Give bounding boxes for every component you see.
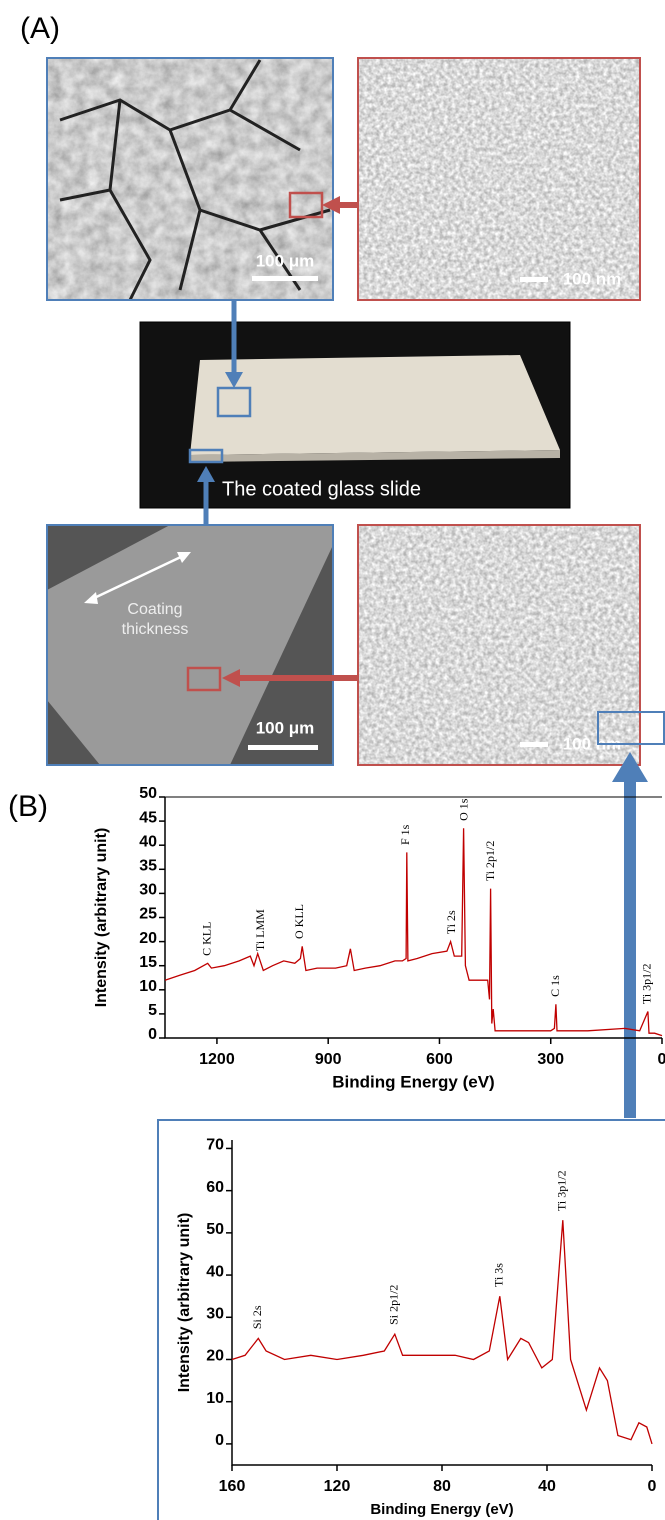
y-tick-label: 30 — [206, 1305, 224, 1322]
inset-frame — [157, 1119, 665, 1520]
scale-bar — [248, 745, 318, 750]
y-tick-label: 50 — [206, 1221, 224, 1238]
peak-label: C KLL — [199, 922, 213, 956]
coating — [47, 525, 333, 765]
x-tick-label: 0 — [648, 1478, 657, 1495]
axis — [164, 797, 662, 1039]
frame — [357, 57, 641, 301]
panel-label: (A) — [20, 12, 60, 45]
x-tick-label: 120 — [324, 1478, 351, 1495]
y-tick-label: 5 — [148, 1002, 157, 1019]
panel-label: (B) — [8, 790, 48, 823]
peak-label: C 1s — [548, 975, 562, 997]
x-tick-label: 40 — [538, 1478, 556, 1495]
arrowhead — [225, 372, 243, 388]
cracks — [59, 59, 331, 301]
x-tick-label: 1200 — [199, 1051, 235, 1068]
y-tick-label: 40 — [139, 833, 157, 850]
y-tick-label: 0 — [215, 1432, 224, 1449]
peak-label: Ti 2s — [444, 910, 458, 934]
y-tick-label: 45 — [139, 809, 157, 826]
scale-label: 100 μm — [256, 251, 315, 270]
y-tick-label: 25 — [139, 906, 157, 923]
sem-image — [358, 525, 640, 765]
y-tick-label: 10 — [206, 1390, 224, 1407]
arrowhead — [322, 196, 340, 214]
y-tick-label: 15 — [139, 954, 157, 971]
x-tick-label: 600 — [426, 1051, 453, 1068]
spectrum-line — [231, 1220, 653, 1445]
scale-bar — [520, 742, 548, 747]
x-tick-label: 80 — [433, 1478, 451, 1495]
thickness-arrow — [89, 553, 186, 602]
peak-label: O 1s — [456, 798, 470, 821]
y-tick-label: 10 — [139, 978, 157, 995]
scale-bar — [252, 276, 318, 281]
arrowhead — [84, 552, 191, 604]
frame — [46, 524, 334, 766]
x-axis-title: Binding Energy (eV) — [370, 1501, 513, 1518]
peak-label: Ti 3p1/2 — [640, 964, 654, 1005]
y-tick-label: 40 — [206, 1263, 224, 1280]
sem-texture — [47, 58, 333, 300]
zoom-box — [186, 666, 222, 692]
arrowhead — [197, 466, 215, 482]
x-tick-label: 300 — [537, 1051, 564, 1068]
y-tick-label: 20 — [139, 930, 157, 947]
frame — [357, 524, 641, 766]
slide-caption: The coated glass slide — [222, 478, 421, 500]
sem-image — [358, 58, 640, 300]
slide — [190, 355, 560, 455]
y-axis-title: Intensity (arbitrary unit) — [93, 828, 110, 1008]
x-tick-label: 160 — [219, 1478, 246, 1495]
peak-label: Ti 2p1/2 — [483, 841, 497, 882]
x-tick-label: 0 — [658, 1051, 665, 1068]
peak-label: Ti 3p1/2 — [555, 1170, 569, 1211]
scale-label: 100 nm — [563, 734, 622, 753]
y-tick-label: 50 — [139, 785, 157, 802]
peak-label: Ti 3s — [492, 1263, 506, 1287]
peak-label: Si 2s — [250, 1305, 264, 1329]
x-tick-label: 900 — [315, 1051, 342, 1068]
scale-label: 100 μm — [256, 718, 315, 737]
y-tick-label: 30 — [139, 882, 157, 899]
y-tick-label: 20 — [206, 1348, 224, 1365]
arrowhead — [222, 669, 240, 687]
scale-bar — [520, 277, 548, 282]
arrowhead — [612, 752, 648, 782]
thickness-label: Coating thickness — [121, 601, 189, 638]
spectrum-line — [164, 828, 663, 1037]
peak-label: Si 2p1/2 — [387, 1285, 401, 1325]
scale-label: 100 nm — [563, 269, 622, 288]
y-tick-label: 70 — [206, 1137, 224, 1154]
peak-label: O KLL — [292, 904, 306, 939]
y-tick-label: 60 — [206, 1179, 224, 1196]
y-axis-title: Intensity (arbitrary unit) — [176, 1213, 193, 1393]
peak-label: Ti LMM — [253, 909, 267, 951]
peak-label: F 1s — [398, 824, 412, 845]
frame — [46, 57, 334, 301]
zoom-box — [597, 711, 665, 745]
x-axis-title: Binding Energy (eV) — [332, 1072, 494, 1091]
zoom-box — [188, 448, 224, 464]
y-tick-label: 35 — [139, 858, 157, 875]
y-tick-label: 0 — [148, 1026, 157, 1043]
slide-edge — [190, 450, 560, 462]
